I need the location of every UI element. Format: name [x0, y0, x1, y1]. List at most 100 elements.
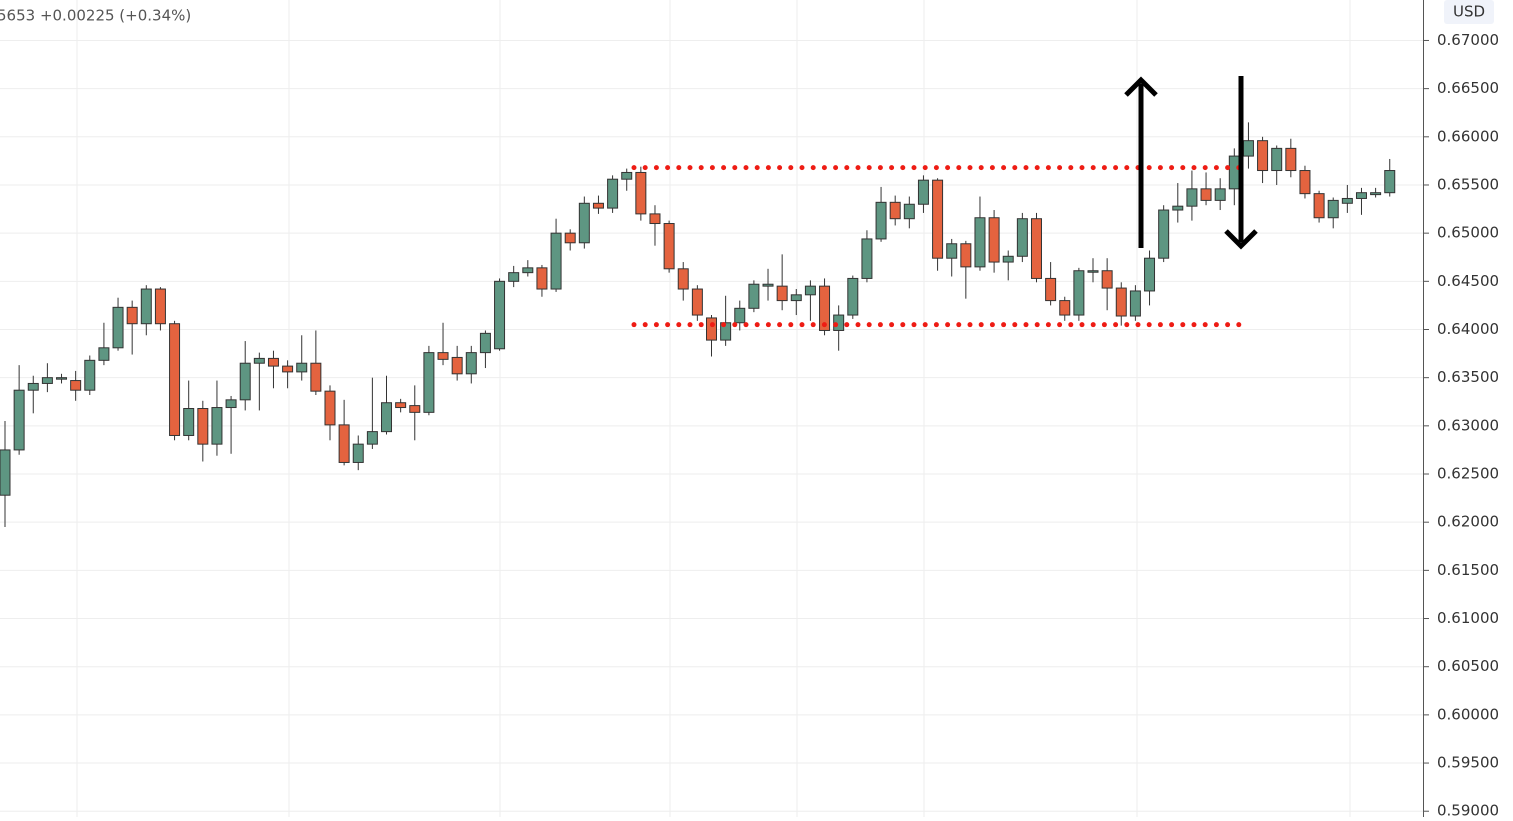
candle-body: [423, 352, 435, 413]
candle-body: [1214, 188, 1226, 201]
candle-body: [0, 449, 11, 496]
candle-body: [154, 288, 166, 325]
candle-body: [381, 402, 393, 433]
candle-body: [1327, 199, 1339, 219]
candle-body: [720, 322, 732, 341]
candle-body: [409, 405, 421, 413]
candle-body: [494, 280, 506, 350]
candle-body: [1355, 192, 1367, 199]
candle-body: [13, 389, 25, 451]
candle-body: [804, 285, 816, 296]
candle-body: [1313, 193, 1325, 219]
candle-body: [239, 362, 251, 401]
y-tick-label: 0.60000: [1437, 705, 1499, 723]
candle-body: [1087, 270, 1099, 273]
time-grid: [76, 0, 1351, 817]
candle-body: [1101, 270, 1113, 289]
candle-body: [1370, 192, 1382, 196]
candle-body: [366, 431, 378, 445]
candle-body: [960, 243, 972, 268]
candle-body: [1341, 197, 1353, 204]
candle-body: [875, 201, 887, 240]
candle-body: [1172, 205, 1184, 211]
candle-body: [437, 352, 449, 360]
y-tick-label: 0.65500: [1437, 175, 1499, 193]
candle-body: [889, 201, 901, 220]
candle-body: [578, 202, 590, 244]
candle-body: [465, 352, 477, 375]
candle-body: [691, 288, 703, 316]
y-tick-label: 0.66500: [1437, 79, 1499, 97]
candle-body: [338, 424, 350, 463]
candle-body: [917, 179, 929, 205]
candle-body: [861, 238, 873, 279]
down-arrow-head: [1224, 229, 1258, 250]
candle-body: [56, 377, 68, 380]
y-tick-label: 0.62000: [1437, 513, 1499, 531]
candle-body: [621, 171, 633, 180]
y-tick-label: 0.63000: [1437, 416, 1499, 434]
candle-body: [451, 356, 463, 375]
candle-body: [988, 217, 1000, 263]
candle-body: [536, 267, 548, 290]
candle-body: [946, 243, 958, 259]
y-tick-label: 0.61000: [1437, 609, 1499, 627]
candle-body: [41, 377, 53, 384]
y-tick-label: 0.59500: [1437, 754, 1499, 772]
candle-body: [663, 223, 675, 270]
candle-body: [1129, 290, 1141, 317]
candle-body: [790, 294, 802, 302]
candle-body: [649, 213, 661, 225]
candle-body: [169, 323, 181, 436]
candle-body: [225, 399, 237, 409]
candle-body: [140, 288, 152, 325]
y-tick-label: 0.63500: [1437, 368, 1499, 386]
candle-body: [1299, 170, 1311, 195]
candle-body: [1002, 255, 1014, 263]
candle-body: [395, 402, 407, 409]
candle-body: [762, 283, 774, 287]
candle-body: [282, 365, 294, 373]
candle-body: [522, 267, 534, 274]
candle-body: [1073, 270, 1085, 316]
candle-body: [98, 347, 110, 361]
candle-body: [84, 359, 96, 391]
candle-body: [677, 268, 689, 290]
candle-body: [1115, 287, 1127, 317]
candle-body: [126, 306, 138, 325]
candles: [0, 122, 1396, 528]
candle-body: [1228, 155, 1240, 190]
y-tick-label: 0.62500: [1437, 465, 1499, 483]
candle-body: [253, 357, 265, 364]
candle-body: [183, 408, 195, 436]
candle-body: [70, 380, 82, 391]
candle-body: [903, 203, 915, 220]
y-tick-label: 0.64000: [1437, 320, 1499, 338]
grid: [0, 39, 1423, 812]
candle-body: [1257, 140, 1269, 172]
y-tick-label: 0.67000: [1437, 31, 1499, 49]
candle-body: [748, 283, 760, 309]
candle-body: [1030, 218, 1042, 279]
candle-body: [706, 317, 717, 341]
candle-body: [1271, 147, 1283, 172]
candle-body: [27, 382, 39, 391]
currency-box: [1444, 0, 1494, 24]
header-quote: 5653 +0.00225 (+0.34%): [0, 7, 191, 25]
price-axis: 0.59000 0.59500 0.60000 0.60500 0.61000 0.615…: [1423, 31, 1499, 820]
y-tick-label: 0.65000: [1437, 224, 1499, 242]
candle-body: [847, 277, 859, 316]
y-tick-label: 0.60500: [1437, 657, 1499, 675]
candle-body: [607, 178, 619, 209]
y-tick-label: 0.59000: [1437, 802, 1499, 817]
y-tick-label: 0.64500: [1437, 272, 1499, 290]
candle-body: [1045, 277, 1057, 302]
candle-body: [267, 357, 279, 367]
y-tick-label: 0.61500: [1437, 561, 1499, 579]
candle-body: [1144, 257, 1156, 292]
candle-body: [564, 232, 576, 244]
candle-body: [833, 314, 845, 331]
y-tick-label: 0.66000: [1437, 127, 1499, 145]
candle-body: [1016, 218, 1028, 257]
